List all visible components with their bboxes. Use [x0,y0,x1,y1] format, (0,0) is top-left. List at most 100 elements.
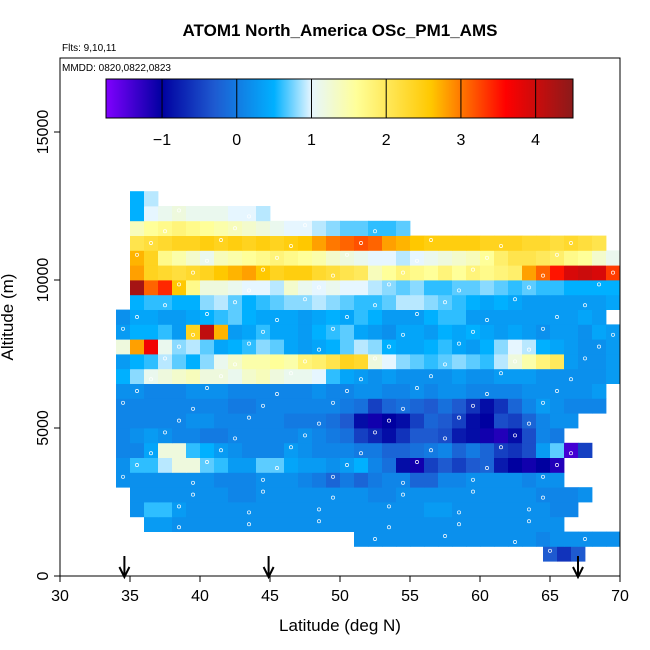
heatmap-cell [438,413,453,429]
heatmap-cell [368,487,383,503]
heatmap-cell [536,309,551,325]
heatmap-cell [396,265,411,281]
heatmap-cell [200,398,215,414]
heatmap-cell [396,531,411,547]
heatmap-cell [256,250,271,266]
heatmap-cell [564,398,579,414]
heatmap-cell [466,294,481,310]
sample-point-marker [135,315,139,319]
heatmap-cell [312,354,327,370]
sample-point-marker [317,347,321,352]
heatmap-cell [382,250,397,266]
heatmap-cell [522,294,537,310]
heatmap-cell [578,487,593,503]
heatmap-cell [312,250,327,266]
heatmap-cell [550,516,565,532]
heatmap-cell [312,309,327,325]
sample-point-marker [541,474,545,479]
x-tick-label: 45 [261,588,279,605]
heatmap-cell [116,413,131,429]
sample-point-marker [317,421,321,426]
heatmap-cell [438,294,453,310]
heatmap-cell [396,413,411,429]
heatmap-cell [466,472,481,488]
heatmap-cell [312,294,327,310]
heatmap-cell [256,472,271,488]
heatmap-cell [410,354,425,370]
sample-point-marker [457,510,461,515]
heatmap-cell [438,235,453,251]
heatmap-cell [326,250,341,266]
heatmap-cell [396,220,411,236]
sample-point-marker [261,267,265,272]
heatmap-cell [550,531,565,547]
sample-point-marker [303,359,307,364]
sample-point-marker [261,477,265,482]
heatmap-cell [396,398,411,414]
sample-point-marker [583,303,587,308]
heatmap-cell [214,487,229,503]
sample-point-marker [415,312,419,316]
heatmap-cell [564,280,579,296]
colorbar-tick-label: 2 [382,132,391,149]
heatmap-cell [284,280,299,296]
sample-point-marker [191,492,195,497]
heatmap-cell [172,206,187,222]
heatmap-cell [242,516,257,532]
heatmap-cell [200,324,215,340]
heatmap-cell [256,309,271,325]
heatmap-cell [480,324,495,340]
sample-point-marker [401,406,405,411]
heatmap-cell [270,368,285,384]
heatmap-cell [326,220,341,236]
heatmap-cell [130,280,145,296]
heatmap-cell [354,250,369,266]
heatmap-cell [186,294,201,310]
heatmap-cell [494,339,509,355]
heatmap-cell [242,398,257,414]
heatmap-cell [410,516,425,532]
heatmap-cell [494,250,509,266]
sample-point-marker [457,341,461,346]
heatmap-cell [130,368,145,384]
heatmap-cell [522,339,537,355]
sample-point-marker [261,329,265,334]
x-tick-label: 65 [541,588,559,605]
sample-point-marker [541,495,545,500]
heatmap-cell [536,235,551,251]
heatmap-cell [592,531,607,547]
heatmap-cell [606,324,620,340]
sample-point-marker [191,332,195,337]
heatmap-cell [270,383,285,399]
sample-point-marker [191,480,195,485]
heatmap-cell [256,413,271,429]
heatmap-cell [550,309,565,325]
heatmap-cell [158,294,173,310]
heatmap-cell [424,339,439,355]
heatmap-cell [452,502,467,518]
heatmap-cell [508,368,523,384]
heatmap-cell [424,354,439,370]
heatmap-cell [354,516,369,532]
heatmap-cell [382,235,397,251]
heatmap-cell [326,428,341,444]
heatmap-cell [228,280,243,296]
heatmap-cell [522,235,537,251]
heatmap-cell [508,265,523,281]
heatmap-cell [452,428,467,444]
sample-point-marker [373,356,377,361]
heatmap-cell [326,516,341,532]
heatmap-cell [536,428,551,444]
heatmap-cell [172,472,187,488]
heatmap-cell [228,250,243,266]
heatmap-cell [466,487,481,503]
heatmap-cell [536,516,551,532]
heatmap-cell [396,294,411,310]
heatmap-cell [578,294,593,310]
heatmap-cell [536,294,551,310]
sample-point-marker [611,332,615,337]
heatmap-cell [480,294,495,310]
heatmap-cell [466,502,481,518]
sample-point-marker [345,252,349,257]
heatmap-cell [620,250,634,265]
